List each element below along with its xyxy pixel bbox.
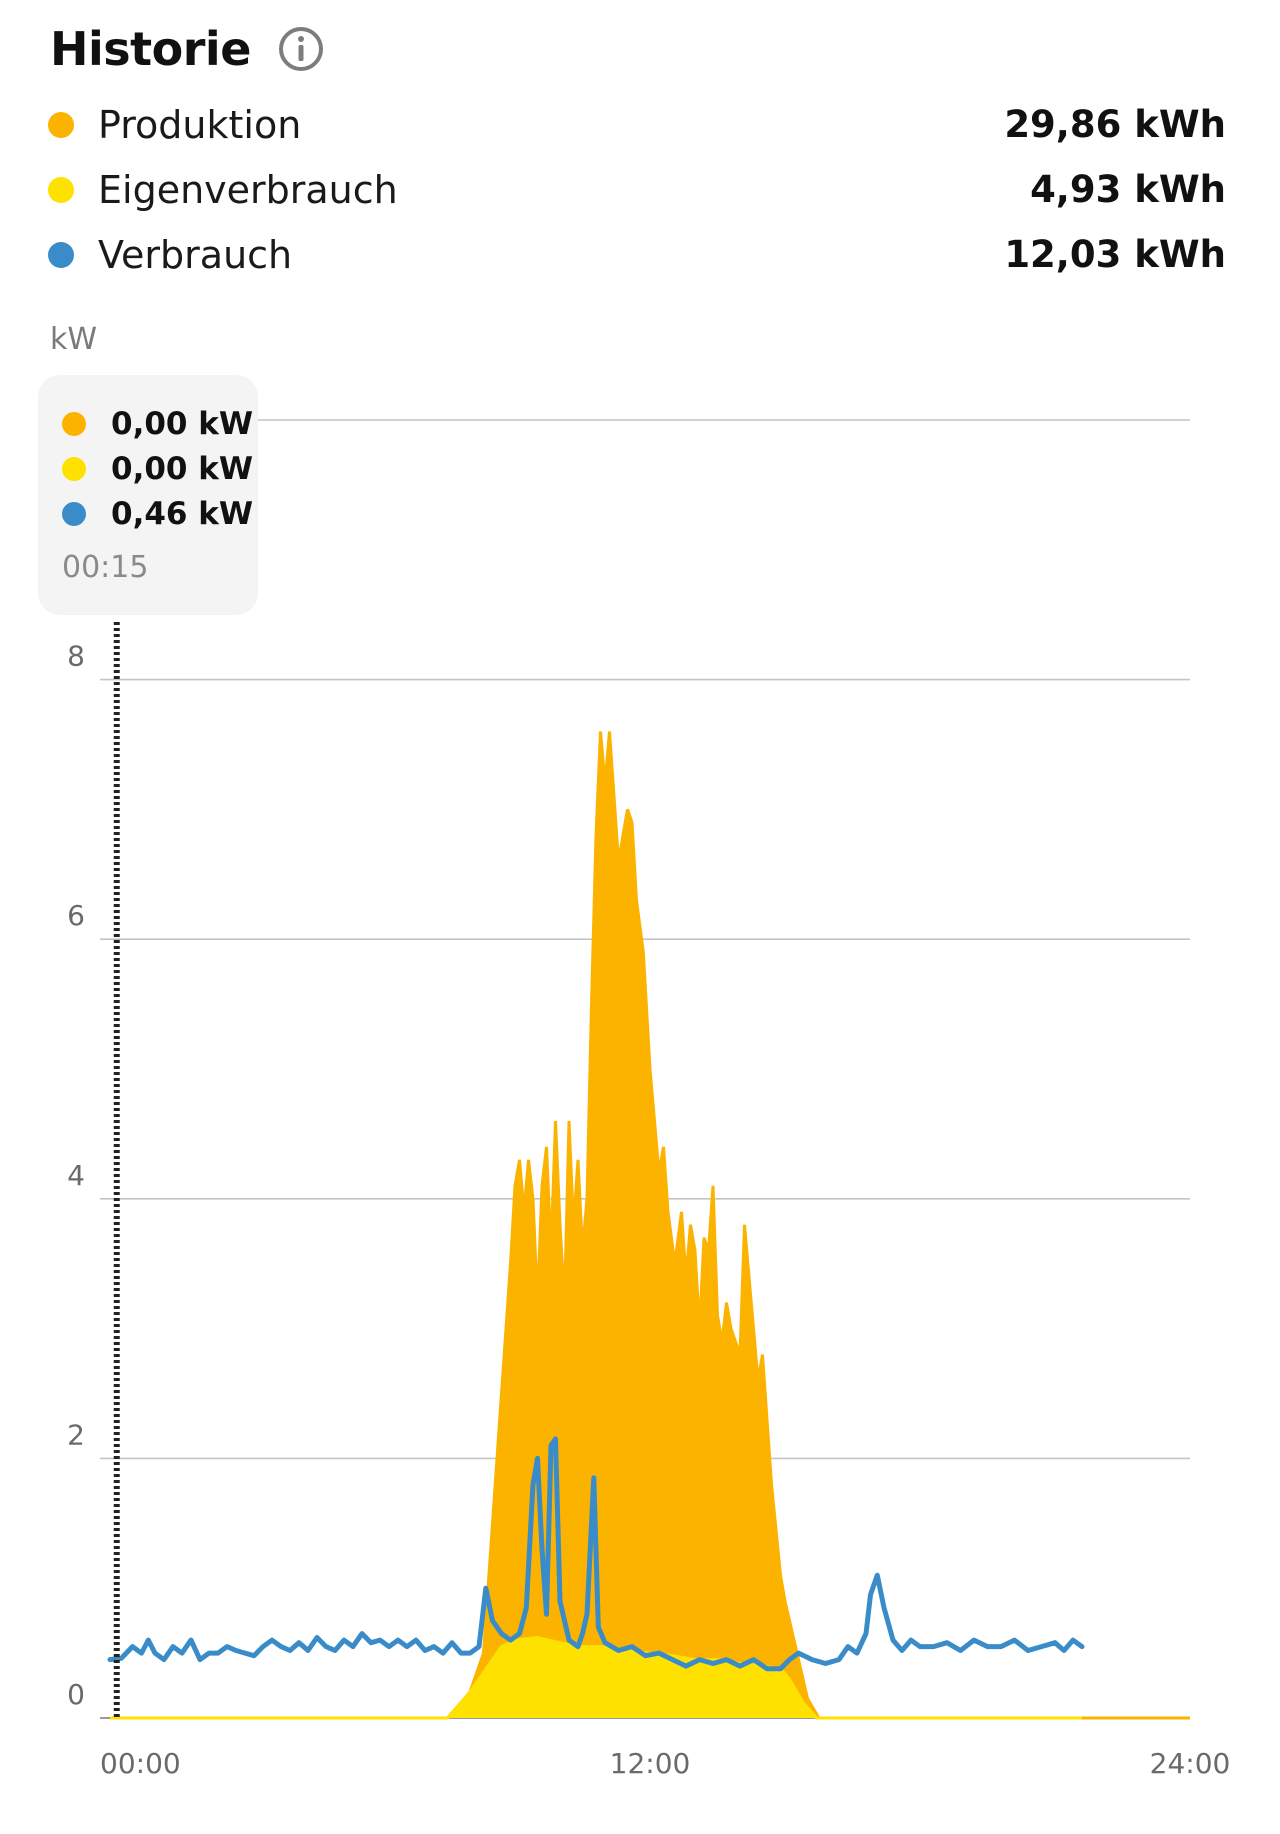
legend-value: 29,86 kWh	[1004, 103, 1226, 146]
y-axis: 0 2 4 6 8	[67, 640, 85, 1711]
y-tick-label: 2	[67, 1418, 85, 1451]
series-layer	[107, 731, 1190, 1720]
tooltip-value: 0,46 kW	[111, 495, 254, 532]
legend: Produktion 29,86 kWh Eigenverbrauch 4,93…	[48, 92, 1226, 287]
legend-dot-verbrauch	[48, 241, 74, 268]
tooltip-value: 0,00 kW	[111, 405, 254, 442]
page-title: Historie	[50, 22, 251, 76]
tooltip-time: 00:15	[62, 550, 149, 585]
tooltip-dot-eigenverbrauch	[62, 456, 86, 481]
y-tick-label: 4	[67, 1159, 85, 1192]
x-tick-label: 00:00	[100, 1747, 181, 1780]
legend-value: 12,03 kWh	[1004, 233, 1226, 276]
legend-label: Verbrauch	[98, 232, 293, 277]
legend-item-verbrauch[interactable]: Verbrauch 12,03 kWh	[48, 222, 1226, 287]
x-tick-label: 24:00	[1150, 1747, 1231, 1780]
tooltip-row-verbrauch: 0,46 kW	[62, 491, 258, 536]
legend-item-produktion[interactable]: Produktion 29,86 kWh	[48, 92, 1226, 157]
y-tick-label: 8	[67, 640, 85, 673]
tooltip-row-produktion: 0,00 kW	[62, 401, 258, 446]
tooltip-value: 0,00 kW	[111, 450, 254, 487]
header: Historie	[50, 22, 325, 76]
area-edge-produktion	[110, 731, 1190, 1720]
y-tick-label: 6	[67, 899, 85, 932]
y-tick-label: 0	[67, 1678, 85, 1711]
tooltip-dot-produktion	[62, 411, 86, 436]
legend-dot-eigenverbrauch	[48, 176, 74, 203]
legend-value: 4,93 kWh	[1030, 168, 1226, 211]
legend-label: Produktion	[98, 102, 302, 147]
legend-dot-produktion	[48, 111, 74, 138]
area-eigenverbrauch	[110, 1637, 1082, 1718]
x-axis: 00:00 12:00 24:00	[100, 1747, 1230, 1780]
area-produktion	[110, 731, 1190, 1718]
y-axis-unit-label: kW	[50, 322, 98, 357]
legend-item-eigenverbrauch[interactable]: Eigenverbrauch 4,93 kWh	[48, 157, 1226, 222]
tooltip-row-eigenverbrauch: 0,00 kW	[62, 446, 258, 491]
chart-tooltip: 0,00 kW 0,00 kW 0,46 kW 00:15	[38, 375, 258, 615]
legend-label: Eigenverbrauch	[98, 167, 398, 212]
tooltip-dot-verbrauch	[62, 501, 86, 526]
x-tick-label: 12:00	[610, 1747, 691, 1780]
info-icon[interactable]	[277, 25, 325, 73]
line-verbrauch	[107, 1436, 1085, 1672]
